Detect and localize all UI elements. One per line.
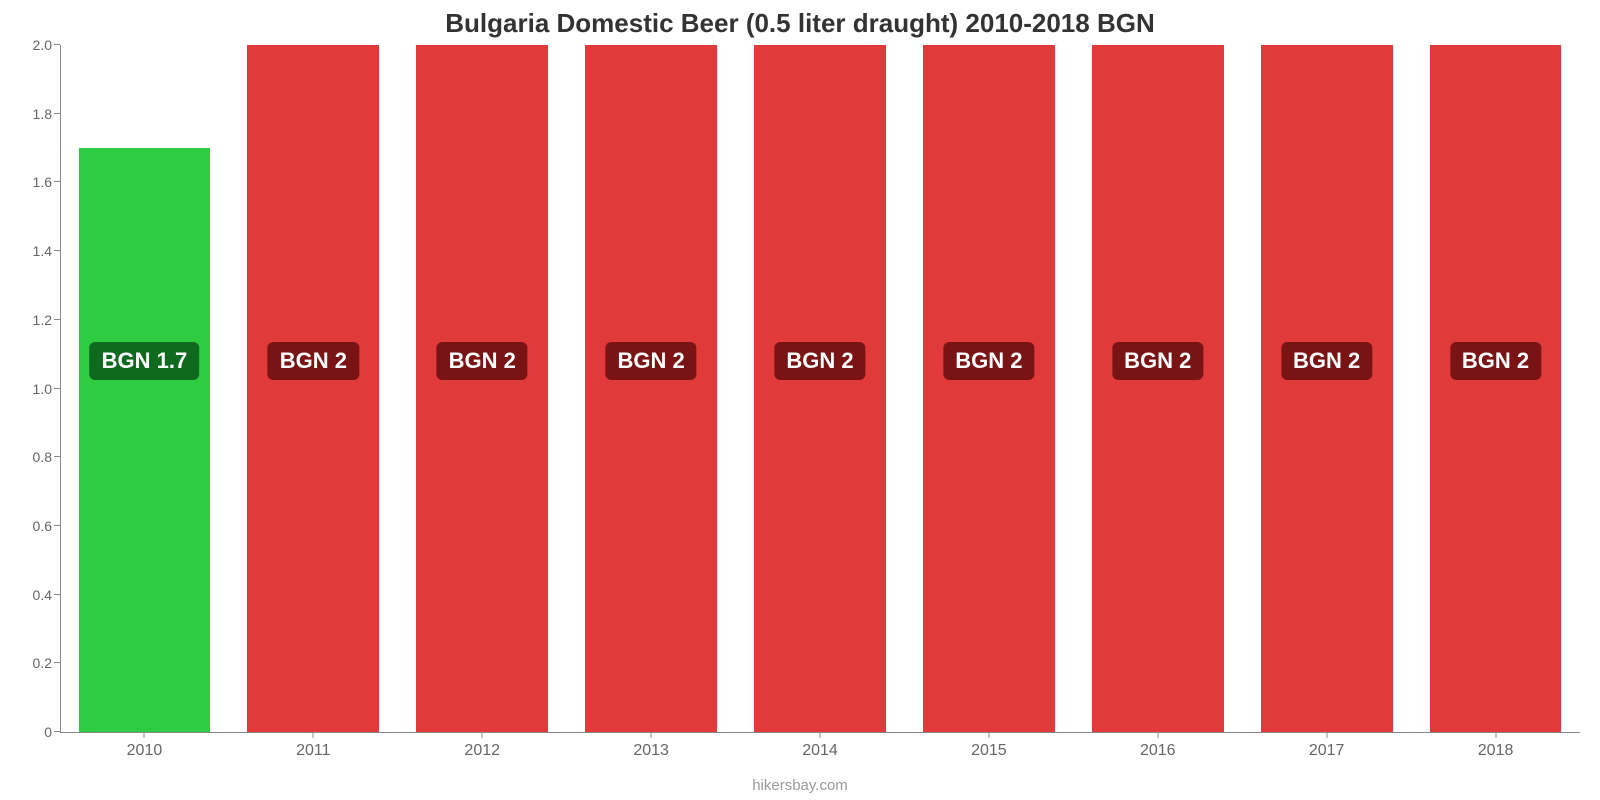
y-tick-label: 1.2	[12, 312, 52, 328]
y-tick-label: 0.2	[12, 655, 52, 671]
plot-area: 00.20.40.60.81.01.21.41.61.82.0BGN 1.720…	[60, 45, 1580, 733]
x-tick-label: 2016	[1140, 742, 1176, 760]
chart-title: Bulgaria Domestic Beer (0.5 liter draugh…	[0, 8, 1600, 39]
x-tick-mark	[1157, 732, 1158, 738]
bar	[1261, 45, 1393, 732]
x-tick-label: 2010	[127, 742, 163, 760]
y-tick-label: 1.0	[12, 381, 52, 397]
y-tick-label: 0.8	[12, 449, 52, 465]
bar	[754, 45, 886, 732]
bar	[1092, 45, 1224, 732]
bar-value-label: BGN 2	[774, 342, 865, 380]
y-tick-label: 2.0	[12, 37, 52, 53]
x-tick-mark	[144, 732, 145, 738]
y-tick-label: 1.6	[12, 174, 52, 190]
y-tick-label: 0.6	[12, 518, 52, 534]
bar-value-label: BGN 2	[1112, 342, 1203, 380]
x-tick-label: 2011	[296, 742, 330, 760]
x-tick-mark	[1495, 732, 1496, 738]
bar-value-label: BGN 2	[943, 342, 1034, 380]
x-tick-mark	[820, 732, 821, 738]
y-tick-label: 0	[12, 724, 52, 740]
x-tick-label: 2014	[802, 742, 838, 760]
credit-text: hikersbay.com	[0, 777, 1600, 794]
x-tick-mark	[1326, 732, 1327, 738]
x-tick-label: 2013	[633, 742, 669, 760]
bar	[247, 45, 379, 732]
x-tick-label: 2018	[1478, 742, 1514, 760]
bar-value-label: BGN 2	[1450, 342, 1541, 380]
bar	[416, 45, 548, 732]
x-tick-label: 2017	[1309, 742, 1345, 760]
x-tick-label: 2015	[971, 742, 1007, 760]
y-tick-label: 1.4	[12, 243, 52, 259]
bar-value-label: BGN 2	[1281, 342, 1372, 380]
bar-value-label: BGN 2	[268, 342, 359, 380]
y-tick-label: 1.8	[12, 106, 52, 122]
bar	[923, 45, 1055, 732]
bar-value-label: BGN 2	[437, 342, 528, 380]
bar-value-label: BGN 2	[605, 342, 696, 380]
x-tick-mark	[482, 732, 483, 738]
bar-value-label: BGN 1.7	[90, 342, 200, 380]
bar	[585, 45, 717, 732]
y-axis-line	[60, 45, 61, 732]
y-tick-label: 0.4	[12, 587, 52, 603]
x-tick-mark	[651, 732, 652, 738]
x-tick-mark	[988, 732, 989, 738]
x-tick-mark	[313, 732, 314, 738]
bar	[1430, 45, 1562, 732]
x-tick-label: 2012	[464, 742, 500, 760]
bar	[79, 148, 211, 732]
